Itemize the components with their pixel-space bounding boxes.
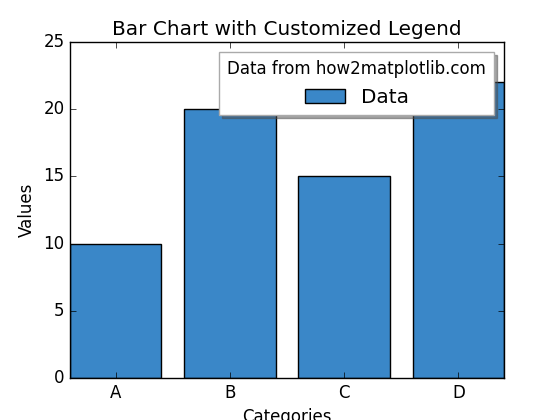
Title: Bar Chart with Customized Legend: Bar Chart with Customized Legend: [112, 20, 462, 39]
Bar: [413, 82, 504, 378]
Bar: [298, 176, 390, 378]
Bar: [184, 109, 276, 378]
X-axis label: Categories: Categories: [242, 409, 332, 420]
Legend: Data: Data: [219, 52, 494, 115]
Bar: [70, 244, 161, 378]
Y-axis label: Values: Values: [18, 183, 36, 237]
